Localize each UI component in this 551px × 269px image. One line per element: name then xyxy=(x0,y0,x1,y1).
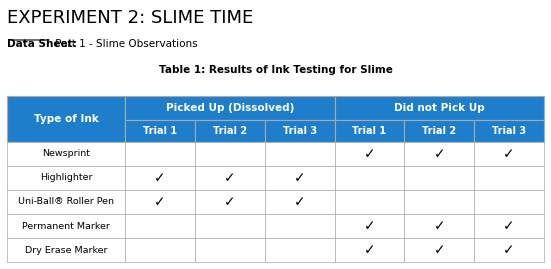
Bar xyxy=(404,238,474,262)
Text: Table 1: Results of Ink Testing for Slime: Table 1: Results of Ink Testing for Slim… xyxy=(159,65,392,75)
Bar xyxy=(474,120,544,142)
Text: ✓: ✓ xyxy=(294,171,305,185)
Text: Trial 1: Trial 1 xyxy=(353,126,387,136)
Text: ✓: ✓ xyxy=(154,195,166,209)
Text: Trial 1: Trial 1 xyxy=(143,126,177,136)
Bar xyxy=(264,214,334,238)
Text: Trial 2: Trial 2 xyxy=(422,126,456,136)
Text: Trial 3: Trial 3 xyxy=(492,126,526,136)
Text: Part 1 - Slime Observations: Part 1 - Slime Observations xyxy=(52,39,197,49)
Text: ✓: ✓ xyxy=(224,171,236,185)
Bar xyxy=(474,238,544,262)
Text: EXPERIMENT 2: SLIME TIME: EXPERIMENT 2: SLIME TIME xyxy=(7,9,253,27)
Bar xyxy=(264,166,334,190)
Bar xyxy=(404,142,474,166)
Bar xyxy=(195,142,264,166)
Bar xyxy=(334,238,404,262)
Text: Type of Ink: Type of Ink xyxy=(34,114,98,124)
Text: ✓: ✓ xyxy=(504,243,515,257)
Text: ✓: ✓ xyxy=(154,171,166,185)
Bar xyxy=(404,120,474,142)
Text: ✓: ✓ xyxy=(224,195,236,209)
Bar xyxy=(7,142,125,166)
Text: Newsprint: Newsprint xyxy=(42,149,90,158)
Text: Uni-Ball® Roller Pen: Uni-Ball® Roller Pen xyxy=(18,197,114,207)
Bar xyxy=(125,238,195,262)
Text: ✓: ✓ xyxy=(434,219,445,233)
Bar xyxy=(125,142,195,166)
Bar xyxy=(264,142,334,166)
Text: Data Sheet:: Data Sheet: xyxy=(7,39,77,49)
Text: Trial 3: Trial 3 xyxy=(283,126,317,136)
Bar xyxy=(7,214,125,238)
Bar xyxy=(125,96,334,120)
Bar xyxy=(195,238,264,262)
Bar xyxy=(7,238,125,262)
Bar xyxy=(125,190,195,214)
Text: ✓: ✓ xyxy=(364,219,375,233)
Bar xyxy=(404,190,474,214)
Bar xyxy=(125,214,195,238)
Text: Did not Pick Up: Did not Pick Up xyxy=(394,103,485,113)
Bar xyxy=(7,166,125,190)
Text: Dry Erase Marker: Dry Erase Marker xyxy=(25,246,107,255)
Bar xyxy=(195,166,264,190)
Bar xyxy=(334,190,404,214)
Text: Trial 2: Trial 2 xyxy=(213,126,247,136)
Bar xyxy=(474,190,544,214)
Text: ✓: ✓ xyxy=(434,147,445,161)
Bar xyxy=(474,166,544,190)
Text: ✓: ✓ xyxy=(364,243,375,257)
Bar xyxy=(474,142,544,166)
Text: ✓: ✓ xyxy=(294,195,305,209)
Text: ✓: ✓ xyxy=(504,147,515,161)
Bar xyxy=(334,166,404,190)
Bar xyxy=(264,120,334,142)
Bar xyxy=(195,120,264,142)
Bar xyxy=(264,190,334,214)
Bar xyxy=(474,214,544,238)
Bar xyxy=(404,166,474,190)
Bar xyxy=(7,96,125,142)
Text: Highlighter: Highlighter xyxy=(40,173,92,182)
Bar xyxy=(264,238,334,262)
Bar xyxy=(334,142,404,166)
Text: ✓: ✓ xyxy=(434,243,445,257)
Bar xyxy=(7,190,125,214)
Bar xyxy=(404,214,474,238)
Text: ✓: ✓ xyxy=(364,147,375,161)
Bar xyxy=(195,190,264,214)
Bar xyxy=(334,214,404,238)
Bar xyxy=(125,166,195,190)
Text: ✓: ✓ xyxy=(504,219,515,233)
Bar xyxy=(125,120,195,142)
Text: Permanent Marker: Permanent Marker xyxy=(22,222,110,231)
Bar xyxy=(334,120,404,142)
Bar xyxy=(334,96,544,120)
Text: Picked Up (Dissolved): Picked Up (Dissolved) xyxy=(166,103,294,113)
Bar xyxy=(195,214,264,238)
